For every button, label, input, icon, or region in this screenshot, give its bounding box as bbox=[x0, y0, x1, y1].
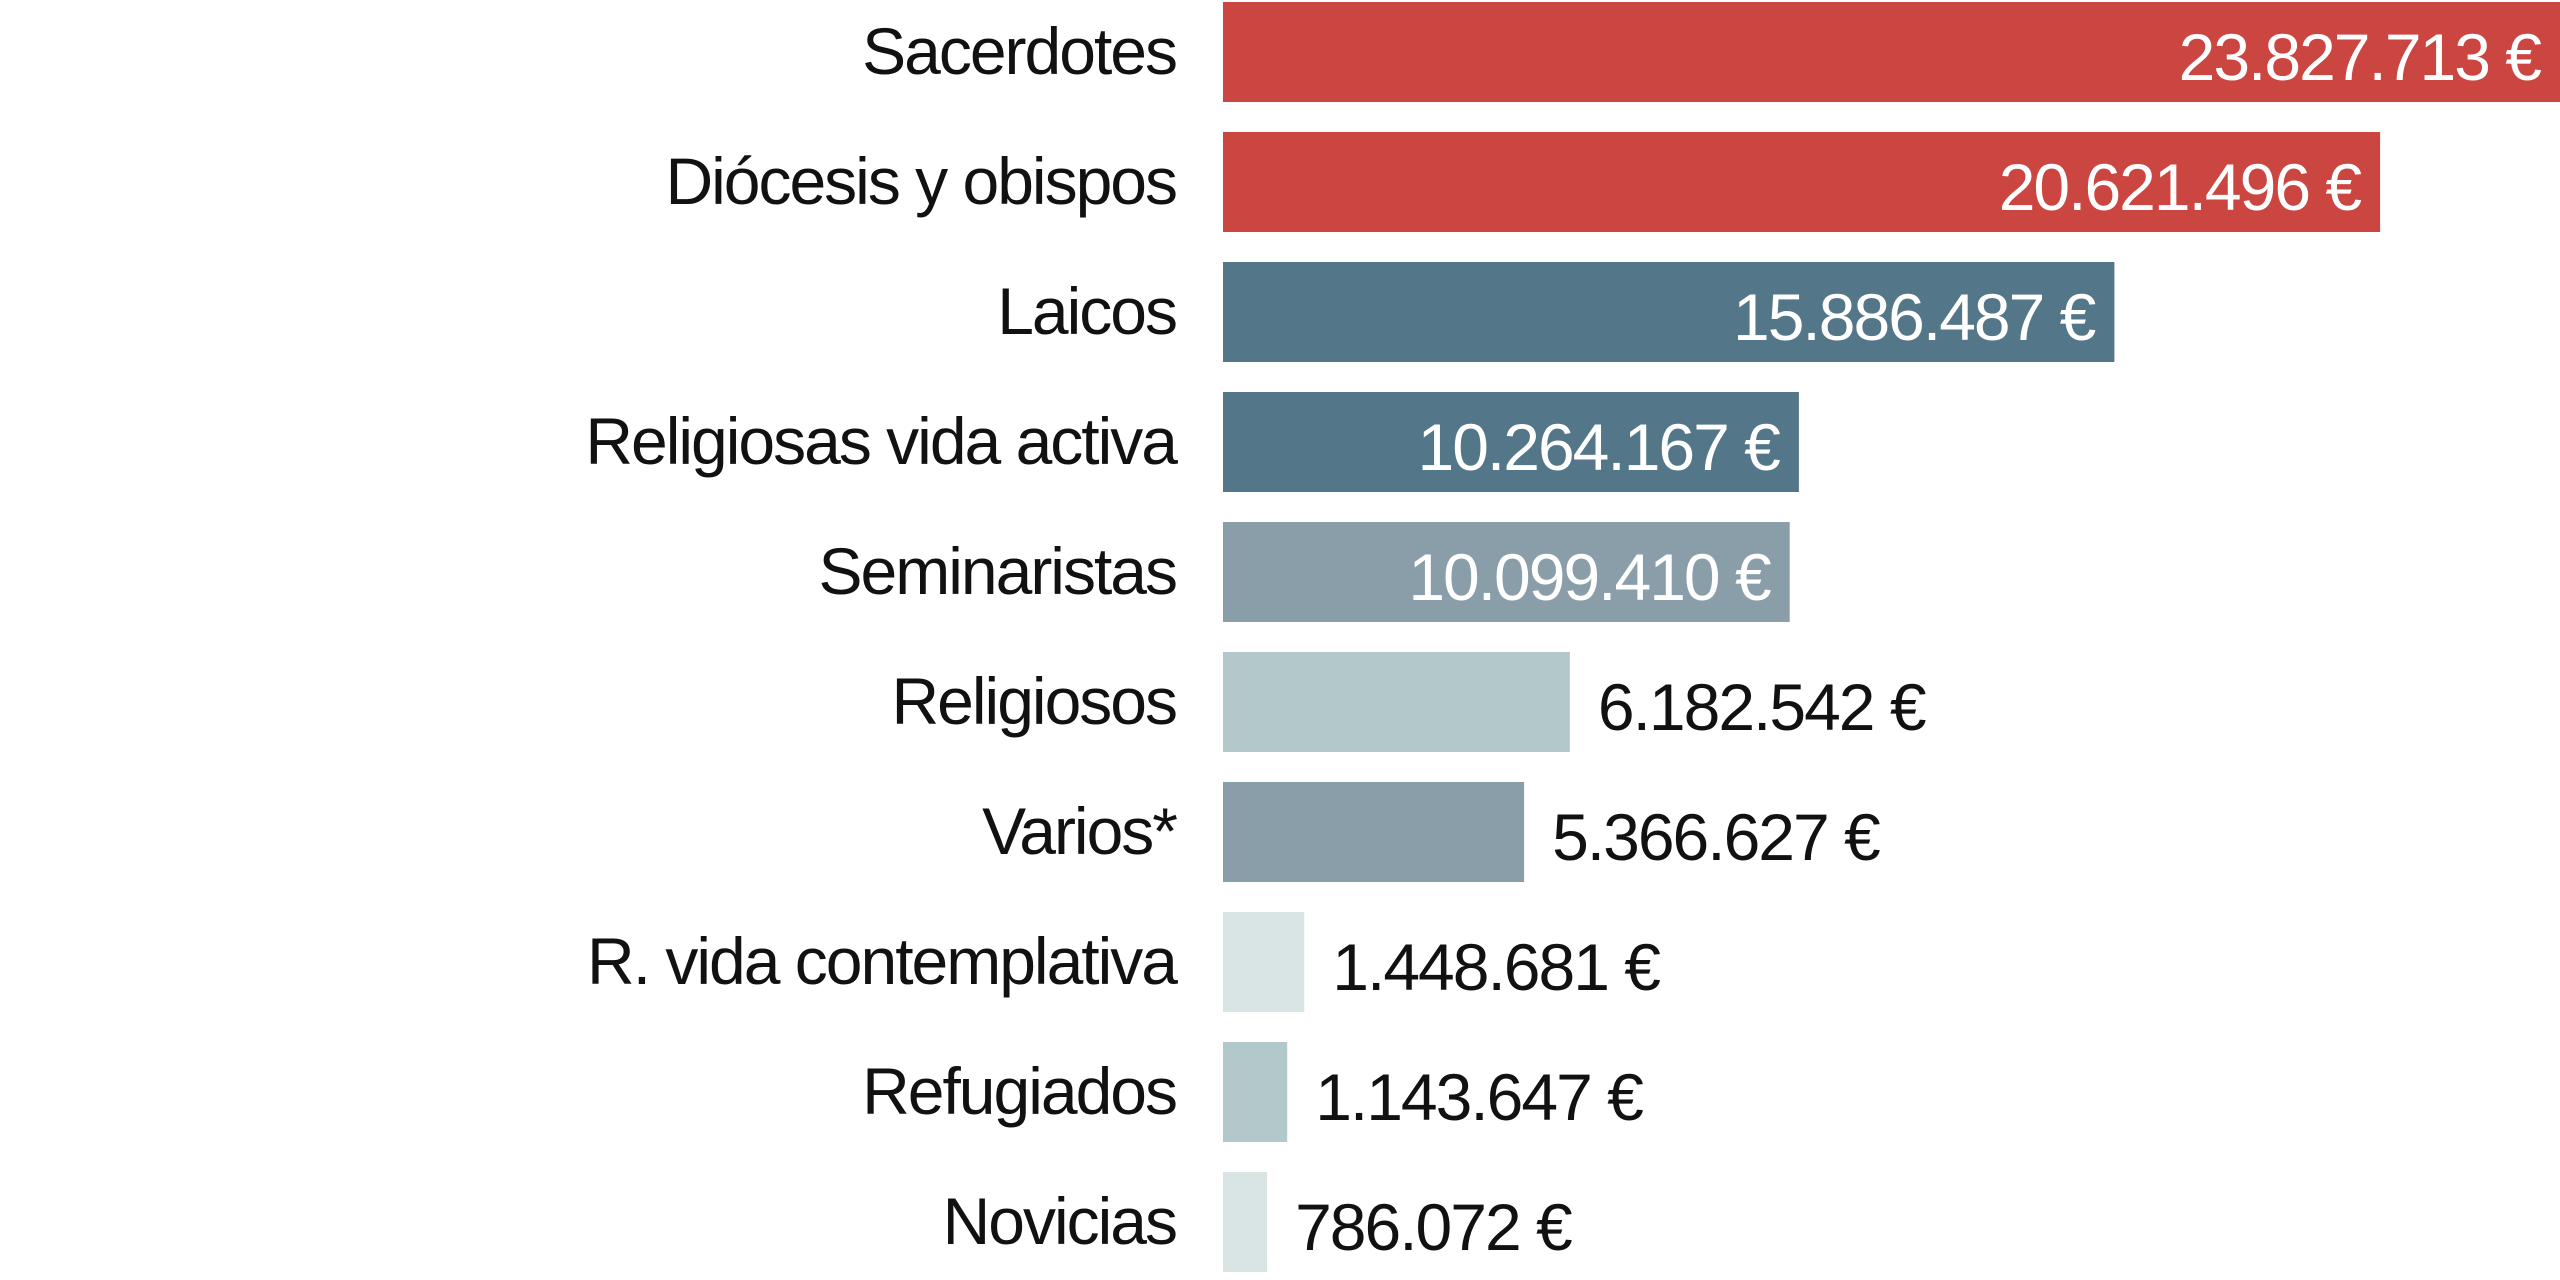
category-label: Laicos bbox=[997, 274, 1176, 348]
category-label: Diócesis y obispos bbox=[665, 144, 1176, 218]
value-label: 786.072 € bbox=[1295, 1190, 1572, 1264]
bar-row: Religiosas vida activa 10.264.167 € bbox=[585, 392, 1799, 492]
bar-row: Diócesis y obispos 20.621.496 € bbox=[665, 132, 2381, 232]
bar bbox=[1223, 392, 1799, 492]
value-label: 10.264.167 € bbox=[1418, 410, 1781, 484]
bar bbox=[1223, 2, 2560, 102]
value-label: 15.886.487 € bbox=[1733, 280, 2096, 354]
category-label: Religiosas vida activa bbox=[585, 404, 1178, 478]
category-label: Sacerdotes bbox=[862, 14, 1176, 88]
value-label: 20.621.496 € bbox=[1999, 150, 2362, 224]
bar-row: Varios* 5.366.627 € bbox=[982, 782, 1882, 882]
bar-row: Laicos 15.886.487 € bbox=[997, 262, 2115, 362]
value-label: 23.827.713 € bbox=[2179, 20, 2542, 94]
bar bbox=[1223, 1172, 1268, 1272]
category-label: Seminaristas bbox=[819, 534, 1176, 608]
value-label: 1.448.681 € bbox=[1332, 930, 1660, 1004]
bar bbox=[1223, 782, 1525, 882]
bar-row: Novicias 786.072 € bbox=[943, 1172, 1574, 1272]
bar-row: Seminaristas 10.099.410 € bbox=[819, 522, 1790, 622]
bar bbox=[1223, 132, 2381, 232]
value-label: 10.099.410 € bbox=[1408, 540, 1771, 614]
value-label: 5.366.627 € bbox=[1552, 800, 1880, 874]
category-label: Refugiados bbox=[862, 1054, 1176, 1128]
value-label: 6.182.542 € bbox=[1598, 670, 1926, 744]
bar-row: Refugiados 1.143.647 € bbox=[862, 1042, 1645, 1142]
value-label: 1.143.647 € bbox=[1315, 1060, 1643, 1134]
category-label: Varios* bbox=[982, 794, 1177, 868]
bar-row: R. vida contemplativa 1.448.681 € bbox=[587, 912, 1662, 1012]
bar bbox=[1223, 262, 2115, 362]
bar bbox=[1223, 912, 1305, 1012]
bar bbox=[1223, 1042, 1288, 1142]
category-label: R. vida contemplativa bbox=[587, 924, 1178, 998]
bar-row: Sacerdotes 23.827.713 € bbox=[862, 2, 2560, 102]
bar bbox=[1223, 522, 1790, 622]
bar-row: Religiosos 6.182.542 € bbox=[892, 652, 1928, 752]
bar bbox=[1223, 652, 1570, 752]
category-label: Religiosos bbox=[892, 664, 1176, 738]
bars-group: Sacerdotes 23.827.713 € Diócesis y obispos… bbox=[585, 2, 2560, 1272]
category-label: Novicias bbox=[943, 1184, 1176, 1258]
